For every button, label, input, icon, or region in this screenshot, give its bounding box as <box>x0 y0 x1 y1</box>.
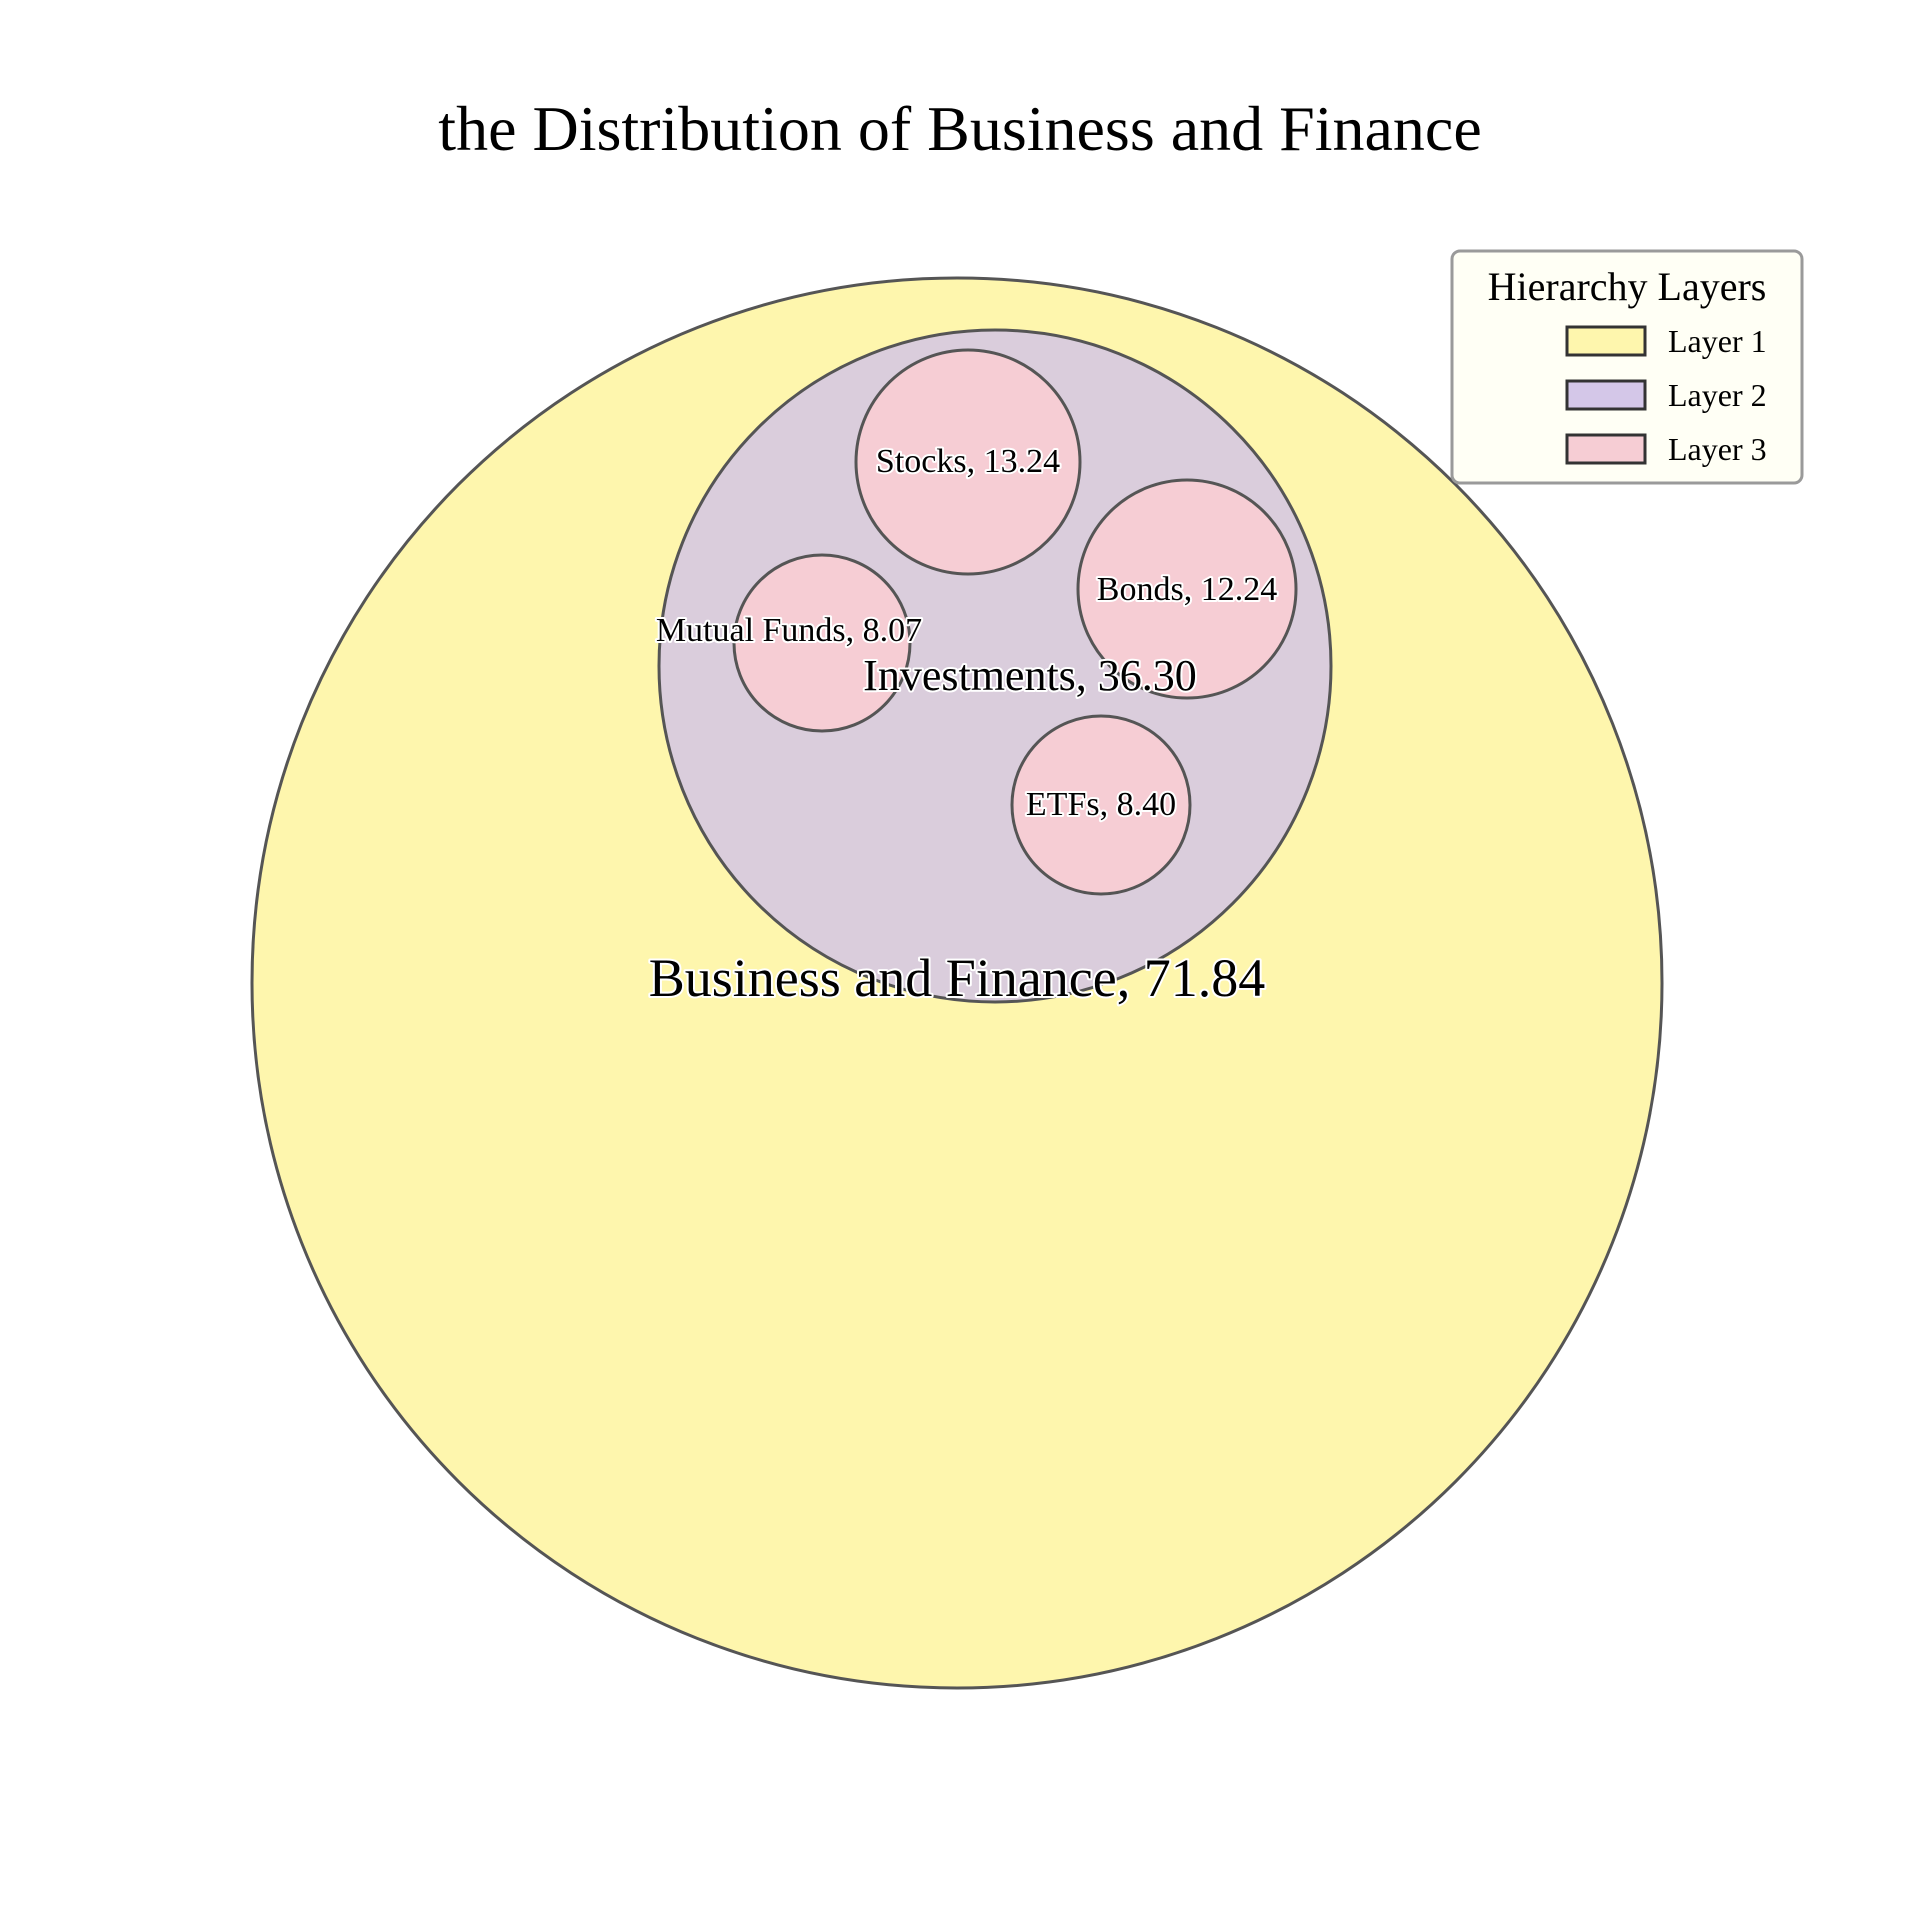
legend: Hierarchy Layers Layer 1 Layer 2 Layer 3 <box>1450 249 1804 485</box>
legend-swatch-layer-3 <box>1565 433 1647 465</box>
circle-etfs <box>1010 714 1192 896</box>
circle-mutual-funds <box>732 553 912 733</box>
legend-title: Hierarchy Layers <box>1488 264 1767 309</box>
circles-layer <box>250 276 1664 1690</box>
labels-layer: Business and Finance, 71.84 Investments, … <box>647 441 1279 1010</box>
circle-stocks <box>854 348 1082 576</box>
circle-label-root: Business and Finance, 71.84 <box>649 948 1265 1008</box>
legend-label-layer-2: Layer 2 <box>1668 377 1767 413</box>
legend-swatch-layer-2 <box>1565 379 1647 411</box>
circle-label-investments: Investments, 36.30 <box>863 651 1197 700</box>
legend-swatch-layer-1 <box>1565 325 1647 357</box>
circle-label-etfs: ETFs, 8.40 <box>1026 786 1176 823</box>
circle-bonds <box>1076 478 1298 700</box>
chart-title: the Distribution of Business and Finance <box>438 93 1481 164</box>
legend-label-layer-1: Layer 1 <box>1668 323 1767 359</box>
legend-entries: Layer 1 Layer 2 Layer 3 <box>1565 323 1767 467</box>
legend-frame <box>1450 249 1804 485</box>
circle-label-bonds: Bonds, 12.24 <box>1097 571 1277 608</box>
circle-label-stocks: Stocks, 13.24 <box>876 443 1060 480</box>
legend-label-layer-3: Layer 3 <box>1668 431 1767 467</box>
circle-label-mutual-funds: Mutual Funds, 8.07 <box>656 612 922 649</box>
